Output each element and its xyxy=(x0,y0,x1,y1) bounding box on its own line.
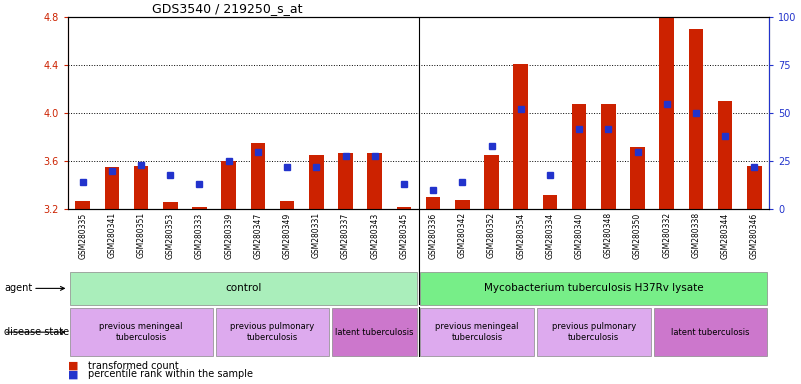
Bar xyxy=(630,147,645,209)
Text: percentile rank within the sample: percentile rank within the sample xyxy=(88,369,253,379)
Text: agent: agent xyxy=(4,283,32,293)
Bar xyxy=(105,167,119,209)
Bar xyxy=(192,207,207,209)
Bar xyxy=(601,104,616,209)
Text: GSM280353: GSM280353 xyxy=(166,212,175,258)
Text: GSM280343: GSM280343 xyxy=(370,212,379,258)
Bar xyxy=(134,166,148,209)
Bar xyxy=(420,308,534,356)
Text: previous meningeal
tuberculosis: previous meningeal tuberculosis xyxy=(435,323,519,342)
Text: GSM280336: GSM280336 xyxy=(429,212,437,258)
Text: latent tuberculosis: latent tuberculosis xyxy=(336,328,414,337)
Text: GSM280352: GSM280352 xyxy=(487,212,496,258)
Text: GSM280333: GSM280333 xyxy=(195,212,204,258)
Text: GSM280342: GSM280342 xyxy=(458,212,467,258)
Text: GSM280339: GSM280339 xyxy=(224,212,233,258)
Bar xyxy=(368,153,382,209)
Text: transformed count: transformed count xyxy=(88,361,179,371)
Text: GSM280331: GSM280331 xyxy=(312,212,321,258)
Bar xyxy=(426,197,441,209)
Text: GSM280335: GSM280335 xyxy=(78,212,87,258)
Text: previous pulmonary
tuberculosis: previous pulmonary tuberculosis xyxy=(231,323,315,342)
Text: previous meningeal
tuberculosis: previous meningeal tuberculosis xyxy=(99,323,183,342)
Bar xyxy=(718,101,732,209)
Bar xyxy=(221,161,236,209)
Text: GSM280345: GSM280345 xyxy=(400,212,409,258)
Bar xyxy=(332,308,417,356)
Text: GSM280354: GSM280354 xyxy=(516,212,525,258)
Text: Mycobacterium tuberculosis H37Rv lysate: Mycobacterium tuberculosis H37Rv lysate xyxy=(484,283,703,293)
Bar xyxy=(689,29,703,209)
Bar xyxy=(485,155,499,209)
Text: control: control xyxy=(225,283,261,293)
Bar xyxy=(309,155,324,209)
Text: GSM280337: GSM280337 xyxy=(341,212,350,258)
Bar xyxy=(280,201,295,209)
Text: GSM280349: GSM280349 xyxy=(283,212,292,258)
Bar xyxy=(747,166,762,209)
Text: GDS3540 / 219250_s_at: GDS3540 / 219250_s_at xyxy=(152,2,303,15)
Bar xyxy=(70,272,417,305)
Text: latent tuberculosis: latent tuberculosis xyxy=(671,328,750,337)
Text: GSM280341: GSM280341 xyxy=(107,212,116,258)
Bar xyxy=(338,153,352,209)
Bar xyxy=(251,143,265,209)
Bar xyxy=(659,17,674,209)
Bar xyxy=(396,207,411,209)
Bar xyxy=(654,308,767,356)
Text: GSM280348: GSM280348 xyxy=(604,212,613,258)
Text: GSM280346: GSM280346 xyxy=(750,212,759,258)
Bar xyxy=(70,308,212,356)
Text: GSM280338: GSM280338 xyxy=(691,212,700,258)
Text: GSM280350: GSM280350 xyxy=(633,212,642,258)
Text: GSM280334: GSM280334 xyxy=(545,212,554,258)
Bar xyxy=(542,195,557,209)
Text: GSM280344: GSM280344 xyxy=(721,212,730,258)
Text: GSM280351: GSM280351 xyxy=(137,212,146,258)
Bar xyxy=(513,64,528,209)
Bar xyxy=(537,308,650,356)
Text: disease state: disease state xyxy=(4,327,69,337)
Text: previous pulmonary
tuberculosis: previous pulmonary tuberculosis xyxy=(552,323,636,342)
Text: GSM280340: GSM280340 xyxy=(574,212,584,258)
Bar xyxy=(455,200,469,209)
Text: GSM280332: GSM280332 xyxy=(662,212,671,258)
Bar xyxy=(163,202,178,209)
Bar xyxy=(572,104,586,209)
Bar xyxy=(215,308,329,356)
Text: GSM280347: GSM280347 xyxy=(253,212,263,258)
Text: ■: ■ xyxy=(68,369,82,379)
Bar xyxy=(420,272,767,305)
Bar xyxy=(75,201,90,209)
Text: ■: ■ xyxy=(68,361,82,371)
